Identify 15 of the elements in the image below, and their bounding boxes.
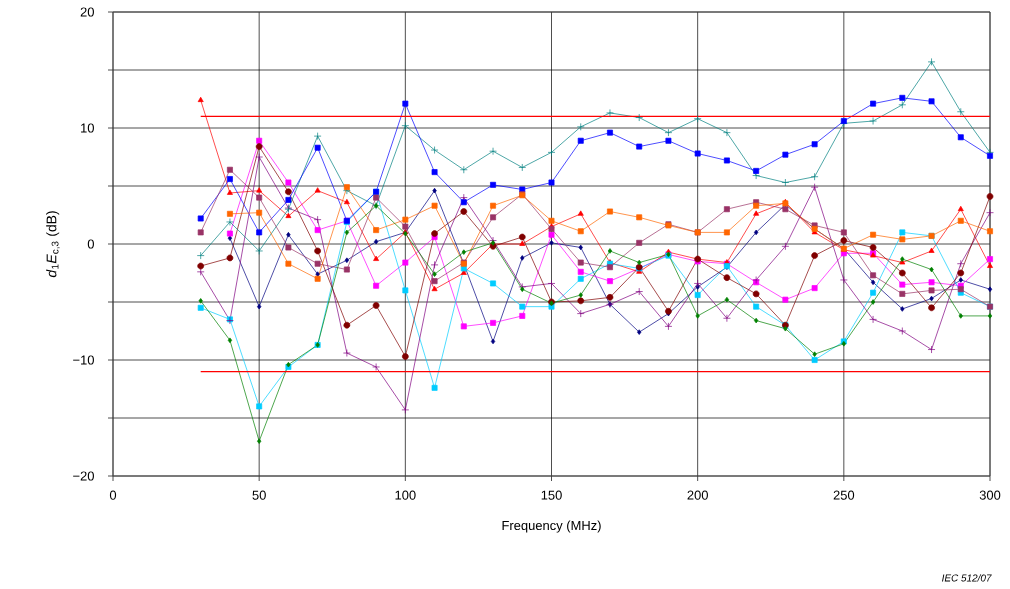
y-tick-label: 0	[87, 239, 94, 249]
y-tick-label: −10	[73, 355, 94, 365]
x-tick-label: 100	[395, 490, 416, 500]
x-tick-label: 50	[252, 490, 266, 500]
x-tick-label: 250	[833, 490, 855, 500]
y-axis-title: d$_{1}$E$_{c,3}$ (dB)	[46, 211, 60, 278]
text: IEC 512/07	[942, 574, 992, 582]
x-tick-label: 300	[979, 490, 1001, 500]
x-tick-label: 200	[687, 490, 708, 500]
x-tick-label: 150	[541, 490, 562, 500]
y-tick-label: 20	[80, 7, 94, 17]
x-axis-title: Frequency (MHz)	[502, 520, 601, 533]
y-tick-label: 10	[81, 123, 94, 133]
y-tick-label: −20	[73, 471, 94, 481]
x-tick-label: 0	[109, 490, 117, 500]
